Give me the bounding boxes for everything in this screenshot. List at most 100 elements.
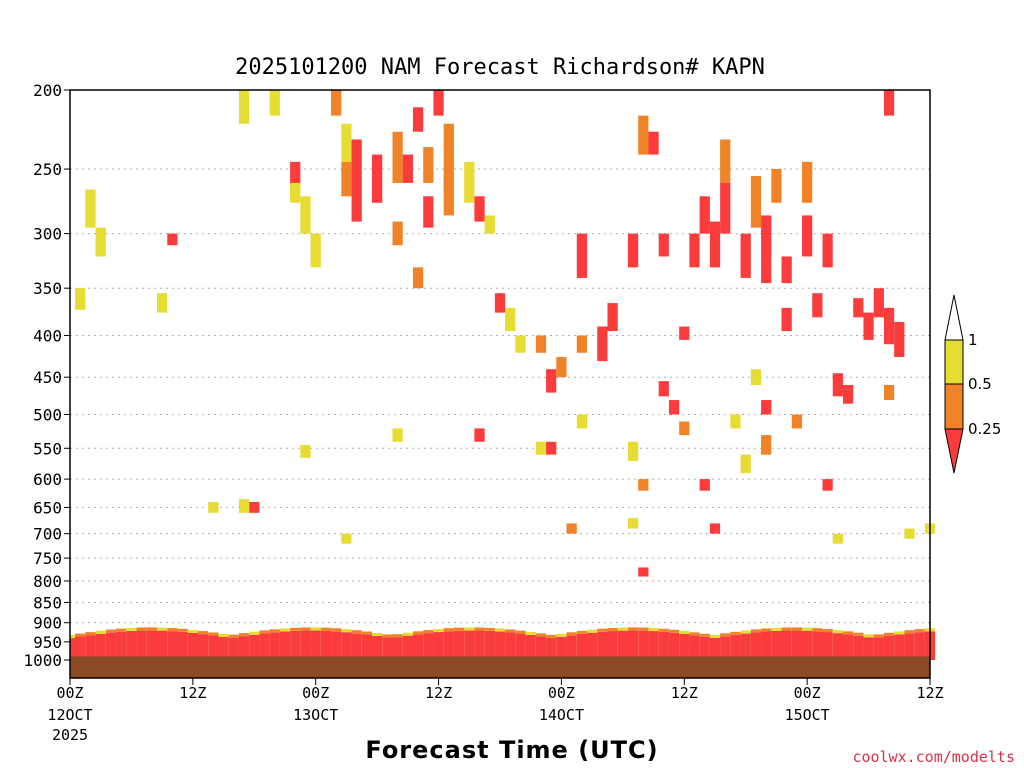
- ri-cell-49: [720, 182, 731, 234]
- ri-cell-95: [832, 533, 843, 544]
- pbl-edge-53: [607, 627, 618, 631]
- pbl-cell-22: [290, 630, 301, 660]
- x-axis: 00Z 12OCT 2025 12Z 00Z 13OCT 12Z 00Z 14OCT 12Z 00Z…: [47, 678, 944, 744]
- pbl-edge-61: [689, 632, 700, 636]
- pbl-edge-56: [638, 627, 649, 631]
- pbl-cell-15: [218, 637, 229, 660]
- ri-cell-80: [300, 445, 311, 458]
- pbl-edge-40: [474, 627, 485, 631]
- pbl-cell-33: [402, 635, 413, 660]
- pbl-edge-0: [70, 635, 81, 639]
- pbl-edge-39: [464, 627, 475, 631]
- y-tick-label-800: 800: [33, 572, 62, 591]
- pbl-edge-44: [515, 630, 526, 634]
- pbl-cell-82: [904, 633, 915, 660]
- pbl-cell-44: [515, 633, 526, 660]
- ri-cell-53: [771, 169, 782, 203]
- pbl-cell-35: [423, 633, 434, 660]
- pbl-cell-57: [648, 631, 659, 660]
- pbl-edge-36: [433, 628, 444, 632]
- y-tick-label-200: 200: [33, 81, 62, 100]
- ri-cell-65: [883, 307, 895, 345]
- pbl-cell-2: [85, 635, 96, 660]
- pbl-cell-54: [617, 630, 628, 660]
- y-tick-label-250: 250: [33, 160, 62, 179]
- x-tick-label-1: 12Z: [179, 684, 206, 702]
- ri-cell-9: [300, 196, 311, 234]
- pbl-edge-19: [259, 630, 270, 634]
- x-tick-label-5: 12Z: [671, 684, 698, 702]
- pbl-edge-72: [802, 627, 813, 631]
- pbl-cell-45: [525, 634, 536, 660]
- x-tick-date-2: 13OCT: [293, 706, 338, 724]
- pbl-cell-40: [474, 630, 485, 660]
- pbl-cell-20: [269, 632, 280, 660]
- ri-cell-89: [638, 567, 649, 577]
- pbl-edge-66: [740, 630, 751, 634]
- pbl-edge-64: [720, 633, 731, 637]
- pbl-edge-63: [709, 634, 721, 638]
- y-tick-label-900: 900: [33, 614, 62, 633]
- pbl-cell-23: [300, 630, 311, 660]
- pbl-edge-14: [208, 632, 219, 636]
- ri-cell-52: [761, 215, 772, 284]
- y-tick-label-750: 750: [33, 549, 62, 568]
- x-tick-date-4: 14OCT: [539, 706, 584, 724]
- pbl-edge-65: [730, 631, 741, 635]
- pbl-edge-83: [914, 629, 925, 633]
- ri-cell-33: [546, 369, 557, 393]
- credit-link[interactable]: coolwx.com/modelts: [852, 748, 1015, 766]
- ri-cell-55: [781, 256, 792, 284]
- pbl-edge-31: [382, 634, 393, 638]
- pbl-cell-81: [894, 634, 905, 660]
- ri-cell-91: [709, 523, 721, 534]
- pbl-cell-78: [863, 637, 874, 660]
- pbl-cell-30: [372, 635, 383, 660]
- pbl-edge-82: [904, 630, 915, 634]
- ri-cell-12: [341, 123, 352, 162]
- y-tick-label-500: 500: [33, 406, 62, 425]
- pbl-edge-54: [617, 627, 628, 631]
- legend-bin-mid: [944, 383, 964, 430]
- y-tick-label-400: 400: [33, 326, 62, 345]
- pbl-cell-36: [433, 632, 444, 660]
- pbl-cell-74: [822, 632, 833, 660]
- pbl-edge-34: [412, 631, 424, 635]
- ri-cell-39: [627, 233, 639, 268]
- x-tick-date-0: 12OCT: [47, 706, 92, 724]
- pbl-edge-42: [494, 628, 506, 632]
- pbl-edge-69: [771, 627, 782, 631]
- pbl-edge-9: [157, 627, 168, 631]
- pbl-edge-27: [341, 629, 352, 633]
- pbl-edge-77: [853, 632, 864, 636]
- x-axis-title: Forecast Time (UTC): [365, 736, 658, 764]
- pbl-cell-69: [771, 630, 782, 660]
- ri-cell-68: [883, 90, 895, 116]
- pbl-cell-51: [587, 632, 598, 660]
- y-tick-label-850: 850: [33, 593, 62, 612]
- ri-cell-82: [392, 428, 403, 442]
- ri-cell-92: [730, 414, 741, 429]
- pbl-edge-47: [546, 634, 557, 638]
- pbl-cell-77: [853, 635, 864, 660]
- pbl-edge-58: [658, 628, 669, 632]
- legend-arrow-low: [944, 428, 964, 474]
- ri-cell-3: [157, 293, 168, 313]
- pbl-cell-3: [95, 633, 106, 660]
- x-tick-label-4: 00Z: [548, 684, 575, 702]
- pbl-edge-51: [587, 629, 598, 633]
- pbl-cell-48: [556, 636, 567, 660]
- pbl-cell-28: [351, 633, 362, 660]
- ri-cell-66: [894, 321, 905, 357]
- ri-cell-64: [873, 288, 884, 318]
- pbl-cell-7: [136, 630, 147, 660]
- ri-cell-61: [842, 384, 854, 404]
- pbl-edge-18: [249, 631, 260, 635]
- pbl-cell-80: [883, 635, 895, 660]
- ri-cell-27: [464, 161, 475, 203]
- ri-cell-24: [443, 123, 454, 190]
- ri-cell-71: [791, 414, 803, 429]
- pbl-edge-26: [331, 628, 342, 632]
- pbl-edge-62: [699, 633, 710, 637]
